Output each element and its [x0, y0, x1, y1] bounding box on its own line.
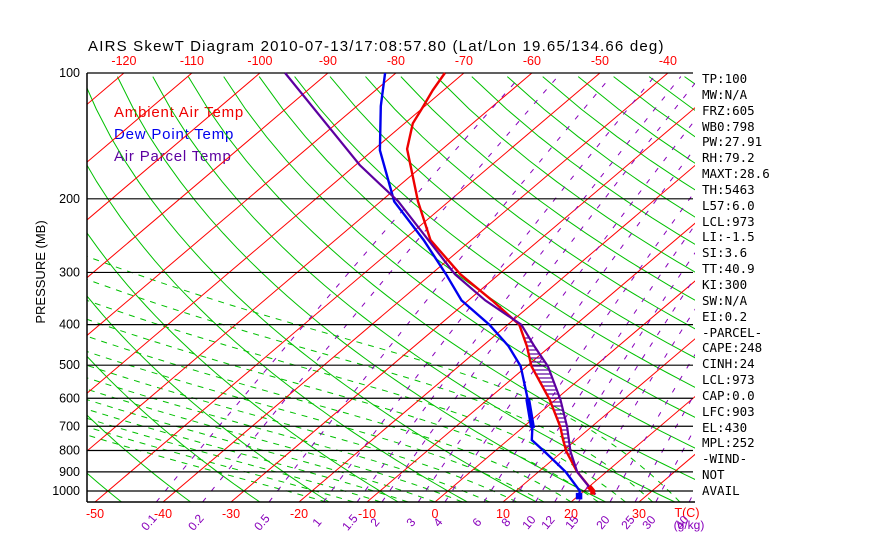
chart-title: AIRS SkewT Diagram 2010-07-13/17:08:57.8… — [88, 38, 665, 55]
bottom-temp-tick: -40 — [154, 507, 172, 521]
mixing-ratio-unit-label: (g/kg) — [674, 518, 705, 532]
stat-line: RH:79.2 — [702, 150, 755, 166]
mixing-ratio-tick: 12 — [538, 513, 558, 532]
mixing-ratio-tick: 0.2 — [185, 511, 207, 533]
stat-line: TP:100 — [702, 71, 748, 86]
stat-line: CAPE:248 — [702, 340, 763, 356]
background-grid — [87, 73, 695, 502]
top-temp-tick: -80 — [387, 54, 405, 68]
bottom-temp-tick: -20 — [290, 507, 308, 521]
pressure-tick: 500 — [59, 358, 80, 372]
pressure-tick: 100 — [59, 66, 80, 80]
stat-line: SI:3.6 — [702, 245, 748, 261]
stat-line: LCL:973 — [702, 213, 755, 229]
bottom-temp-tick: -30 — [222, 507, 240, 521]
bottom-temp-tick: -50 — [86, 507, 104, 521]
stats-panel: TP:100 MW:N/A FRZ:605 WB0:798 PW:27.91 RH:79.… — [702, 71, 770, 499]
legend-item-ambient-temp: Ambient Air Temp — [114, 104, 245, 121]
stat-line: TH:5463 — [702, 181, 755, 197]
mixing-ratio-tick: 1 — [309, 515, 324, 529]
moist-adiabats — [87, 255, 681, 502]
stat-line: EL:430 — [702, 419, 748, 435]
stat-line: CINH:24 — [702, 356, 755, 372]
stat-line: FRZ:605 — [702, 102, 755, 118]
stat-line: LCL:973 — [702, 372, 755, 388]
top-temp-tick: -50 — [591, 54, 609, 68]
stat-line: TT:40.9 — [702, 261, 755, 277]
bottom-temp-tick: 20 — [564, 507, 578, 521]
pressure-tick: 400 — [59, 318, 80, 332]
pressure-tick: 700 — [59, 419, 80, 433]
stat-line: LFC:903 — [702, 403, 755, 419]
mixing-ratio-tick: 10 — [519, 513, 539, 532]
top-temp-tick: -60 — [523, 54, 541, 68]
stat-line: MPL:252 — [702, 435, 755, 451]
dewpoint-curve — [378, 72, 582, 498]
thick-segment — [587, 484, 596, 495]
temp-curve — [405, 72, 595, 495]
top-temp-tick: -90 — [319, 54, 337, 68]
stat-line: -PARCEL- — [702, 324, 763, 340]
mixing-ratio-tick: 6 — [469, 515, 484, 529]
stat-line: LI:-1.5 — [702, 229, 755, 245]
stat-line: NOT — [702, 467, 725, 483]
bottom-temp-tick: 30 — [632, 507, 646, 521]
stat-line: L57:6.0 — [702, 197, 755, 213]
top-temp-tick: -100 — [247, 54, 272, 68]
stat-line: -WIND- — [702, 451, 748, 467]
thick-segment — [525, 398, 535, 429]
legend: Ambient Air Temp Dew Point Temp Air Parc… — [114, 102, 244, 168]
temp-unit-label: T(C) — [675, 506, 700, 520]
stat-line: AVAIL — [702, 482, 740, 498]
pressure-tick: 800 — [59, 443, 80, 457]
stat-line: MAXT:28.6 — [702, 166, 770, 182]
top-temp-tick: -70 — [455, 54, 473, 68]
surface-dewpoint-marker — [575, 492, 583, 500]
mixing-ratio-lines — [155, 76, 695, 502]
pressure-axis-label: PRESSURE (MB) — [33, 220, 48, 323]
axis-labels: -120 -110 -100 -90 -80 -70 -60 -50 -40-50 -40 -30-… — [33, 54, 704, 533]
mixing-ratio-tick: 20 — [593, 513, 613, 532]
stat-line: EI:0.2 — [702, 308, 748, 324]
stat-line: SW:N/A — [702, 292, 748, 308]
stat-line: WB0:798 — [702, 118, 755, 134]
top-temp-tick: -120 — [111, 54, 136, 68]
mixing-ratio-tick: 3 — [403, 515, 418, 529]
legend-item-dew-point: Dew Point Temp — [114, 126, 235, 143]
top-temp-tick: -110 — [180, 54, 204, 68]
isotherm-lines — [87, 73, 695, 502]
pressure-tick: 600 — [59, 391, 80, 405]
pressure-tick: 200 — [59, 192, 80, 206]
isobar-lines — [86, 72, 695, 503]
pressure-tick: 300 — [59, 265, 80, 279]
mixing-ratio-tick: 0.5 — [251, 511, 273, 533]
top-temp-tick: -40 — [659, 54, 677, 68]
pressure-tick: 1000 — [52, 484, 80, 498]
parcel-curve — [284, 72, 597, 496]
pressure-tick: 900 — [59, 465, 80, 479]
bottom-temp-tick: 10 — [496, 507, 510, 521]
bottom-temp-tick: 0 — [432, 507, 439, 521]
stat-line: PW:27.91 — [702, 134, 763, 150]
legend-item-air-parcel: Air Parcel Temp — [114, 148, 232, 165]
stat-line: CAP:0.0 — [702, 387, 755, 403]
stat-line: KI:300 — [702, 276, 748, 292]
bottom-temp-tick: -10 — [358, 507, 376, 521]
stat-line: MW:N/A — [702, 86, 748, 102]
